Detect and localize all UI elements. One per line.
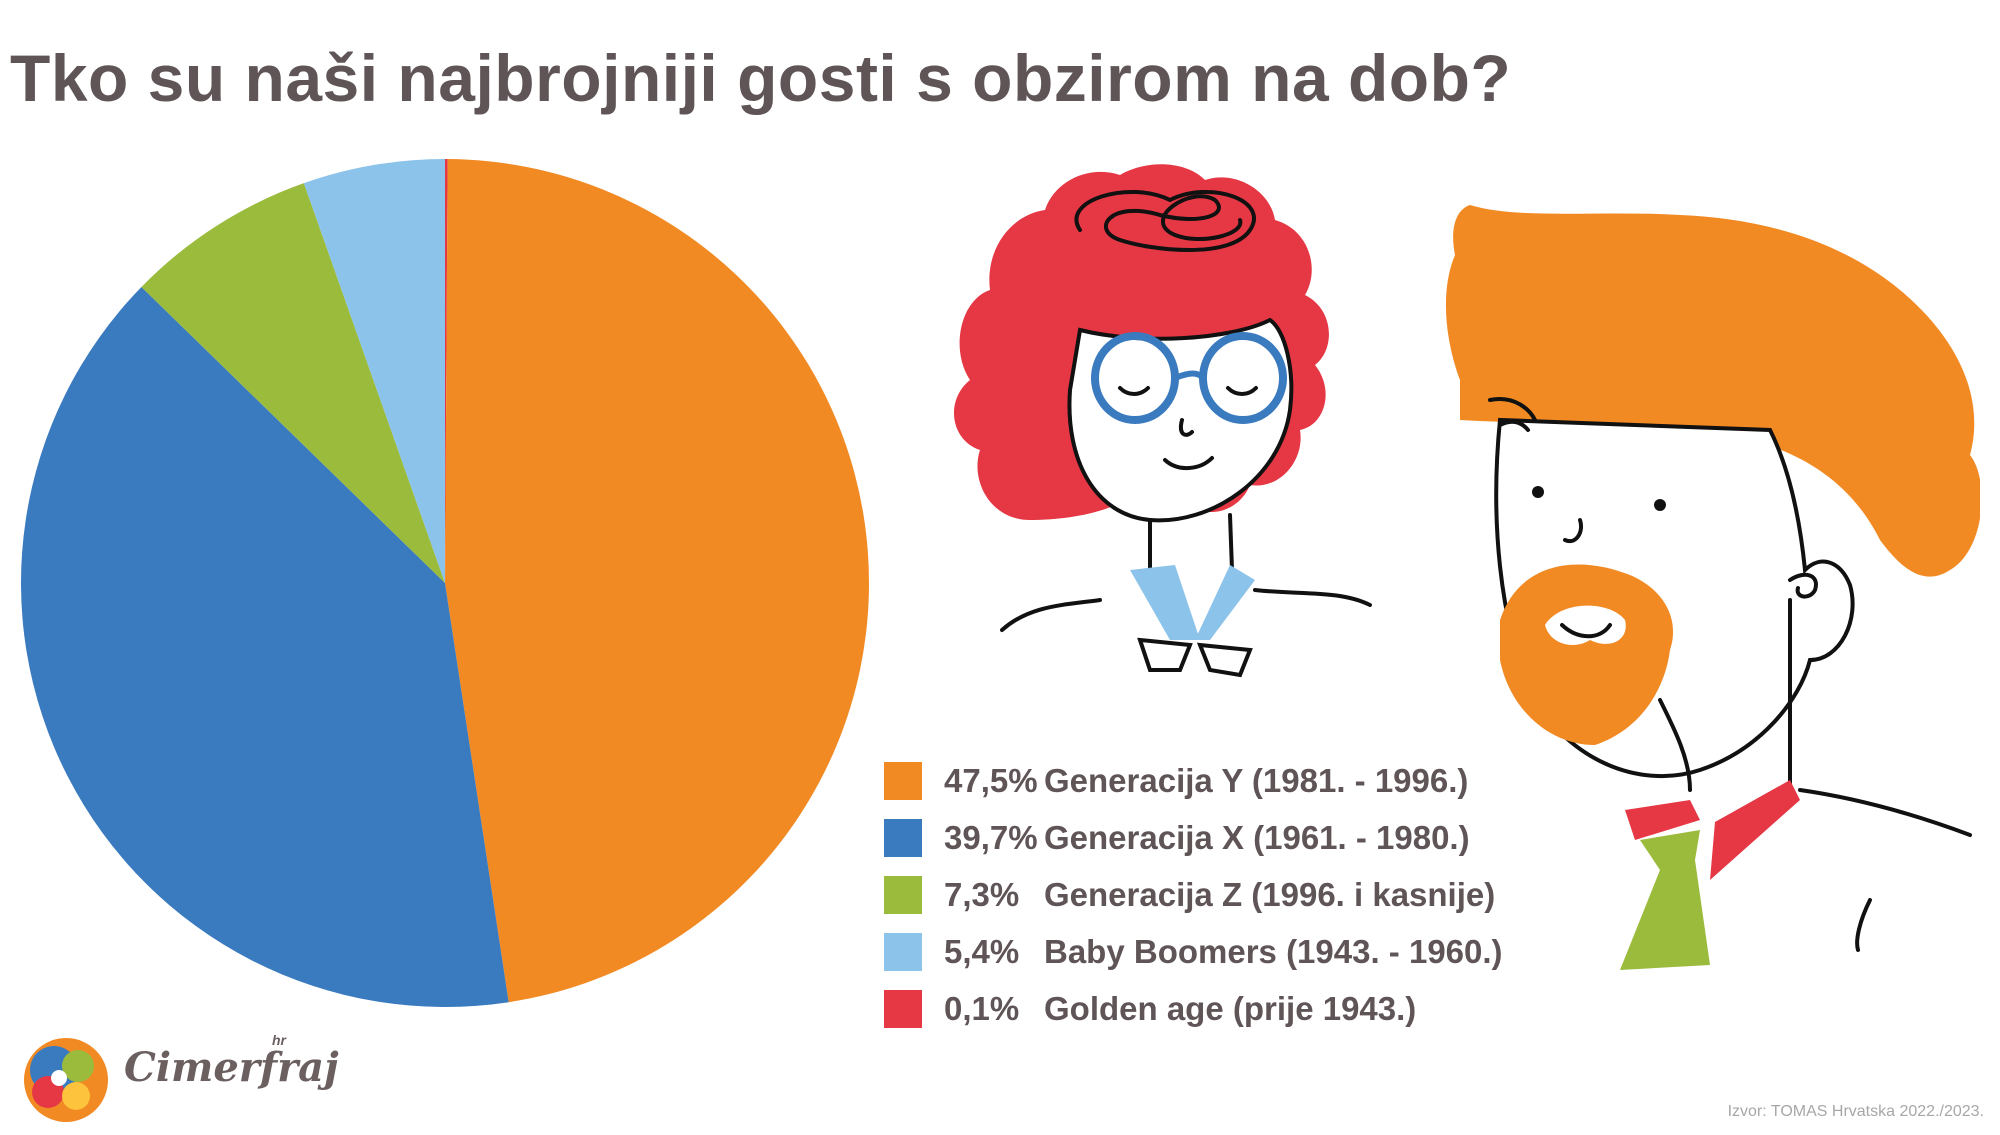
man-beard xyxy=(1500,564,1674,745)
legend-value: 39,7% xyxy=(944,818,1038,856)
legend-item: 0,1% Golden age (prije 1943.) xyxy=(884,980,1503,1037)
man-features xyxy=(1488,397,1818,639)
legend-value: 7,3% xyxy=(944,875,1020,913)
man-shoulder xyxy=(1798,788,1972,952)
woman-glasses-bridge xyxy=(1172,370,1206,381)
legend-swatch xyxy=(884,875,922,914)
man-figure xyxy=(1445,205,1980,970)
pie-slice-generacija-1 xyxy=(20,286,509,1007)
man-collar xyxy=(1625,780,1800,880)
source-note: Izvor: TOMAS Hrvatska 2022./2023. xyxy=(1727,1103,1984,1120)
legend-item: 7,3% Generacija Z (1996. i kasnije) xyxy=(884,866,1503,923)
legend-swatch xyxy=(884,761,922,800)
man-eye-left xyxy=(1532,486,1544,498)
legend-value: 0,1% xyxy=(944,989,1020,1027)
legend-item: 39,7% Generacija X (1961. - 1980.) xyxy=(884,809,1503,866)
man-mouth-patch xyxy=(1545,605,1626,645)
legend-label: Baby Boomers (1943. - 1960.) xyxy=(1044,932,1503,970)
man-orange-hair xyxy=(1445,205,1980,577)
pie-slice-baby-3 xyxy=(303,159,445,583)
legend-value: 5,4% xyxy=(944,932,1020,970)
legend-item: 5,4% Baby Boomers (1943. - 1960.) xyxy=(884,923,1503,980)
legend-swatch xyxy=(884,932,922,971)
cimerfraj-logo: Cimerfraj hr xyxy=(14,1030,339,1130)
logo-tld: hr xyxy=(272,1032,286,1048)
legend-swatch xyxy=(884,818,922,857)
logo-name: Cimerfraj xyxy=(124,1044,339,1091)
man-tie xyxy=(1620,830,1710,970)
woman-nose-mouth xyxy=(1163,418,1214,470)
legend-label: Generacija Y (1981. - 1996.) xyxy=(1044,761,1469,799)
woman-scribble xyxy=(1074,190,1256,252)
woman-figure xyxy=(953,164,1372,678)
woman-shoulders xyxy=(1000,588,1372,632)
legend-label: Golden age (prije 1943.) xyxy=(1044,989,1417,1027)
woman-eyes xyxy=(1118,386,1258,396)
people-illustration xyxy=(953,164,1980,970)
legend: 47,5% Generacija Y (1981. - 1996.) 39,7% Ge… xyxy=(884,752,1503,1037)
chart-title: Tko su naši najbrojniji gosti s obzirom … xyxy=(10,41,1512,115)
pie-slice-golden-4 xyxy=(445,159,448,583)
legend-swatch xyxy=(884,989,922,1028)
legend-label: Generacija Z (1996. i kasnije) xyxy=(1044,875,1496,913)
pie-slice-generacija-0 xyxy=(445,159,869,1003)
legend-value: 47,5% xyxy=(944,761,1038,799)
pie-slice-generacija-2 xyxy=(141,183,445,584)
legend-label: Generacija X (1961. - 1980.) xyxy=(1044,818,1470,856)
man-neck xyxy=(1658,598,1792,792)
woman-collar xyxy=(1130,565,1255,640)
man-eye-right xyxy=(1654,499,1666,511)
woman-neck xyxy=(1148,513,1234,577)
woman-bow xyxy=(1137,637,1253,678)
logo-mark-icon xyxy=(24,1038,108,1122)
legend-item: 47,5% Generacija Y (1981. - 1996.) xyxy=(884,752,1503,809)
pie-chart xyxy=(20,159,869,1007)
